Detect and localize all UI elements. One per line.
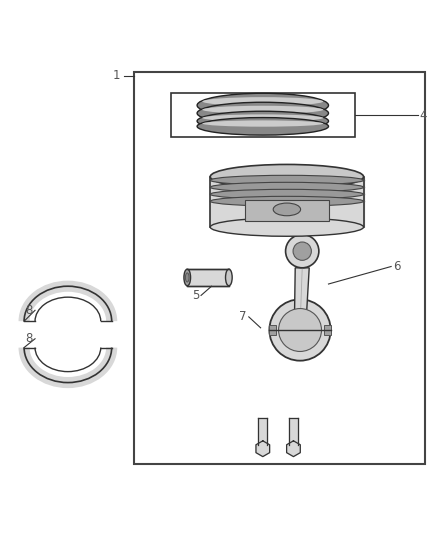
Ellipse shape [210, 175, 364, 185]
Text: 4: 4 [419, 109, 427, 122]
Ellipse shape [197, 93, 328, 117]
Ellipse shape [197, 102, 328, 124]
Polygon shape [294, 268, 309, 328]
Polygon shape [258, 418, 267, 445]
Ellipse shape [226, 269, 232, 286]
Ellipse shape [269, 300, 331, 361]
Ellipse shape [210, 182, 364, 192]
Ellipse shape [279, 309, 321, 351]
Bar [187, 269, 229, 286]
Ellipse shape [202, 106, 323, 114]
Ellipse shape [202, 115, 323, 122]
Ellipse shape [197, 118, 328, 135]
Polygon shape [256, 441, 270, 457]
Text: 5: 5 [193, 289, 200, 302]
Bar [134, 71, 425, 464]
Text: 1: 1 [112, 69, 120, 83]
Bar [245, 200, 329, 221]
Ellipse shape [197, 111, 328, 131]
Bar [269, 325, 276, 335]
Ellipse shape [184, 269, 191, 286]
Ellipse shape [210, 196, 364, 206]
Ellipse shape [273, 203, 300, 216]
Polygon shape [210, 177, 364, 227]
Ellipse shape [210, 165, 364, 189]
Ellipse shape [202, 97, 323, 106]
Polygon shape [289, 418, 298, 445]
Polygon shape [286, 441, 300, 457]
Ellipse shape [210, 189, 364, 199]
Ellipse shape [185, 273, 189, 282]
Ellipse shape [293, 242, 311, 260]
Bar [171, 93, 355, 138]
Ellipse shape [202, 120, 323, 127]
Ellipse shape [210, 218, 364, 236]
Ellipse shape [286, 235, 319, 268]
Text: 6: 6 [392, 260, 400, 273]
Bar [324, 325, 331, 335]
Text: 7: 7 [239, 310, 247, 324]
Text: 8: 8 [25, 332, 32, 345]
Text: 8: 8 [25, 304, 32, 317]
